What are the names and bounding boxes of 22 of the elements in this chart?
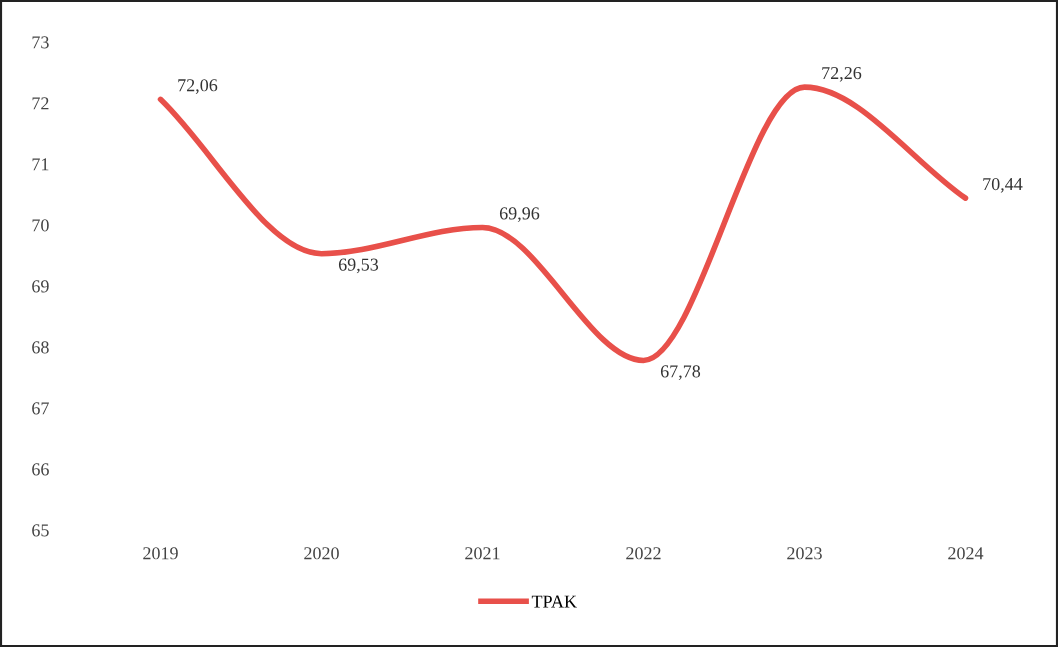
data-label: 72,26: [822, 67, 862, 82]
x-tick-label: 2021: [465, 547, 500, 560]
y-tick-label: 68: [32, 341, 49, 354]
x-tick-label: 2022: [626, 547, 661, 560]
x-tick-label: 2023: [787, 547, 822, 560]
y-tick-label: 66: [32, 463, 49, 476]
y-tick-label: 69: [32, 280, 49, 293]
y-tick-label: 72: [32, 97, 49, 110]
data-label: 69,53: [338, 258, 379, 274]
y-tick-label: 73: [32, 36, 49, 49]
x-tick-label: 2020: [304, 547, 339, 560]
y-tick-label: 67: [32, 402, 49, 415]
data-label: 70,44: [983, 177, 1023, 193]
y-tick-label: 71: [32, 158, 49, 171]
data-label: 67,78: [660, 365, 701, 381]
x-tick-label: 2019: [143, 547, 178, 560]
data-label: 72,06: [178, 79, 218, 94]
y-tick-label: 70: [32, 219, 49, 232]
data-label: 69,96: [499, 207, 540, 223]
legend-label: TPAK: [531, 595, 577, 608]
y-tick-label: 65: [32, 524, 49, 537]
x-tick-label: 2024: [948, 547, 984, 560]
